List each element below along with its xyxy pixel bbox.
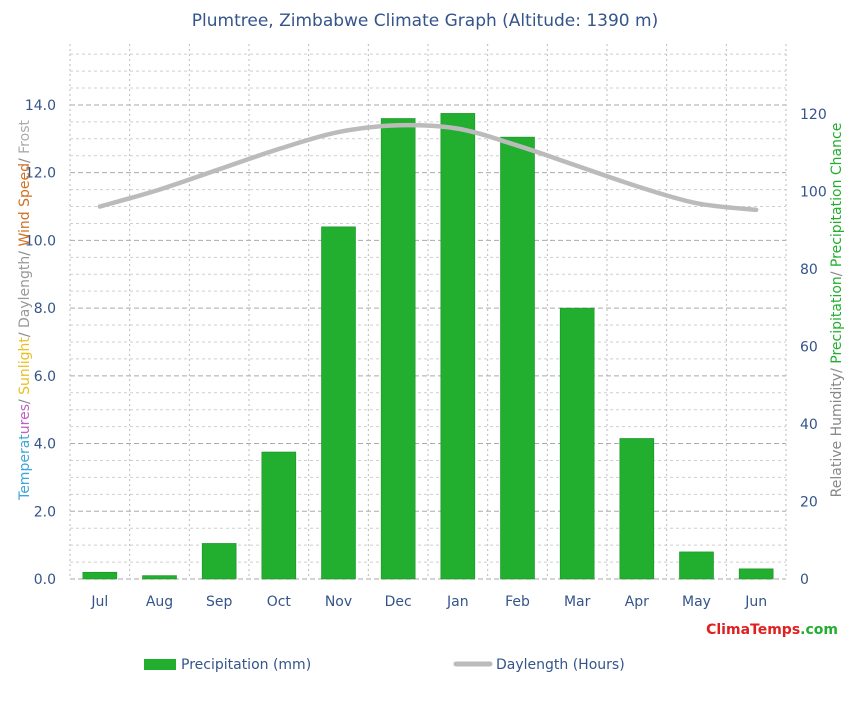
left-axis-title-part: Daylength bbox=[17, 256, 33, 333]
left-axis-title-part: / bbox=[17, 251, 33, 256]
left-axis-title-part: ures bbox=[17, 404, 33, 434]
right-tick-label: 20 bbox=[800, 494, 818, 510]
bar-precipitation-mar bbox=[559, 307, 595, 580]
right-tick-label: 0 bbox=[800, 572, 809, 588]
brand-part: Temps bbox=[750, 622, 800, 638]
bar-precipitation-dec bbox=[380, 118, 416, 580]
bar-precipitation-jul bbox=[82, 571, 118, 580]
x-axis-labels: Jul Aug Sep Oct Nov Dec Jan Feb Mar Apr May Jun bbox=[90, 594, 767, 610]
left-tick-label: 4.0 bbox=[34, 437, 56, 453]
left-tick-label: 6.0 bbox=[34, 369, 56, 385]
bar-precipitation-nov bbox=[321, 226, 356, 580]
x-tick-label: Mar bbox=[564, 594, 591, 610]
x-tick-label: Sep bbox=[206, 594, 233, 610]
brand-part: Clima bbox=[706, 622, 750, 638]
legend-precipitation-swatch bbox=[144, 659, 176, 670]
legend-daylength-label: Daylength (Hours) bbox=[496, 657, 625, 673]
precipitation-bars bbox=[82, 113, 774, 580]
left-axis-title-part: Frost bbox=[17, 119, 33, 158]
bar-precipitation-may bbox=[679, 551, 714, 580]
x-tick-label: Oct bbox=[267, 594, 292, 610]
bar-precipitation-feb bbox=[500, 136, 535, 580]
left-tick-label: 12.0 bbox=[25, 166, 56, 182]
climatemps-brand: ClimaTemps.com bbox=[706, 622, 838, 638]
bar-precipitation-sep bbox=[201, 543, 237, 580]
right-tick-label: 60 bbox=[800, 339, 818, 355]
bar-precipitation-apr bbox=[619, 438, 655, 580]
left-tick-label: 2.0 bbox=[34, 504, 56, 520]
bar-precipitation-oct bbox=[261, 451, 297, 580]
right-axis-title-part: Precipitation bbox=[829, 276, 845, 364]
right-tick-label: 40 bbox=[800, 417, 818, 433]
right-axis-title-part: / bbox=[829, 267, 845, 276]
legend: Precipitation (mm) Daylength (Hours) bbox=[144, 657, 625, 673]
right-tick-label: 80 bbox=[800, 262, 818, 278]
left-axis-title-part: Sunlight bbox=[17, 337, 33, 400]
x-tick-label: Aug bbox=[146, 594, 173, 610]
daylength-line bbox=[97, 122, 759, 213]
daylength-line-layer bbox=[97, 122, 759, 213]
left-axis-title-part: / bbox=[17, 399, 33, 404]
left-axis-title-part: / bbox=[17, 158, 33, 163]
x-tick-label: Apr bbox=[625, 594, 649, 610]
left-tick-label: 10.0 bbox=[25, 233, 56, 249]
x-tick-label: Jan bbox=[446, 594, 469, 610]
bar-precipitation-aug bbox=[142, 575, 177, 580]
x-tick-label: Feb bbox=[505, 594, 530, 610]
left-axis-ticks: 0.0 2.0 4.0 6.0 8.0 10.0 12.0 14.0 bbox=[25, 98, 56, 588]
x-tick-label: Jul bbox=[90, 594, 108, 610]
legend-precipitation-label: Precipitation (mm) bbox=[181, 657, 311, 673]
left-tick-label: 0.0 bbox=[34, 572, 56, 588]
grid-lines bbox=[69, 44, 787, 580]
x-tick-label: Dec bbox=[385, 594, 412, 610]
bar-precipitation-jun bbox=[738, 568, 774, 580]
right-axis-ticks: 0 20 40 60 80 100 120 bbox=[800, 107, 827, 588]
bar-precipitation-jan bbox=[440, 113, 476, 580]
left-axis-title-part: Wind Speed bbox=[17, 163, 33, 251]
right-axis-title-part: / bbox=[829, 364, 845, 373]
chart-title: Plumtree, Zimbabwe Climate Graph (Altitu… bbox=[192, 11, 658, 31]
x-tick-label: Nov bbox=[325, 594, 352, 610]
left-axis-title-part: Temperat bbox=[17, 434, 33, 501]
left-axis-title: Temperatures/ Sunlight/ Daylength/ Wind … bbox=[17, 119, 33, 500]
right-tick-label: 120 bbox=[800, 107, 827, 123]
right-tick-label: 100 bbox=[800, 184, 827, 200]
right-axis-title: Relative Humidity/ Precipitation/ Precip… bbox=[829, 123, 845, 498]
left-tick-label: 14.0 bbox=[25, 98, 56, 114]
right-axis-title-part: Relative Humidity bbox=[829, 373, 845, 497]
x-tick-label: Jun bbox=[744, 594, 767, 610]
x-tick-label: May bbox=[682, 594, 711, 610]
left-axis-title-part: / bbox=[17, 332, 33, 337]
brand-part: .com bbox=[800, 622, 838, 638]
left-tick-label: 8.0 bbox=[34, 301, 56, 317]
right-axis-title-part: Precipitation Chance bbox=[829, 123, 845, 267]
